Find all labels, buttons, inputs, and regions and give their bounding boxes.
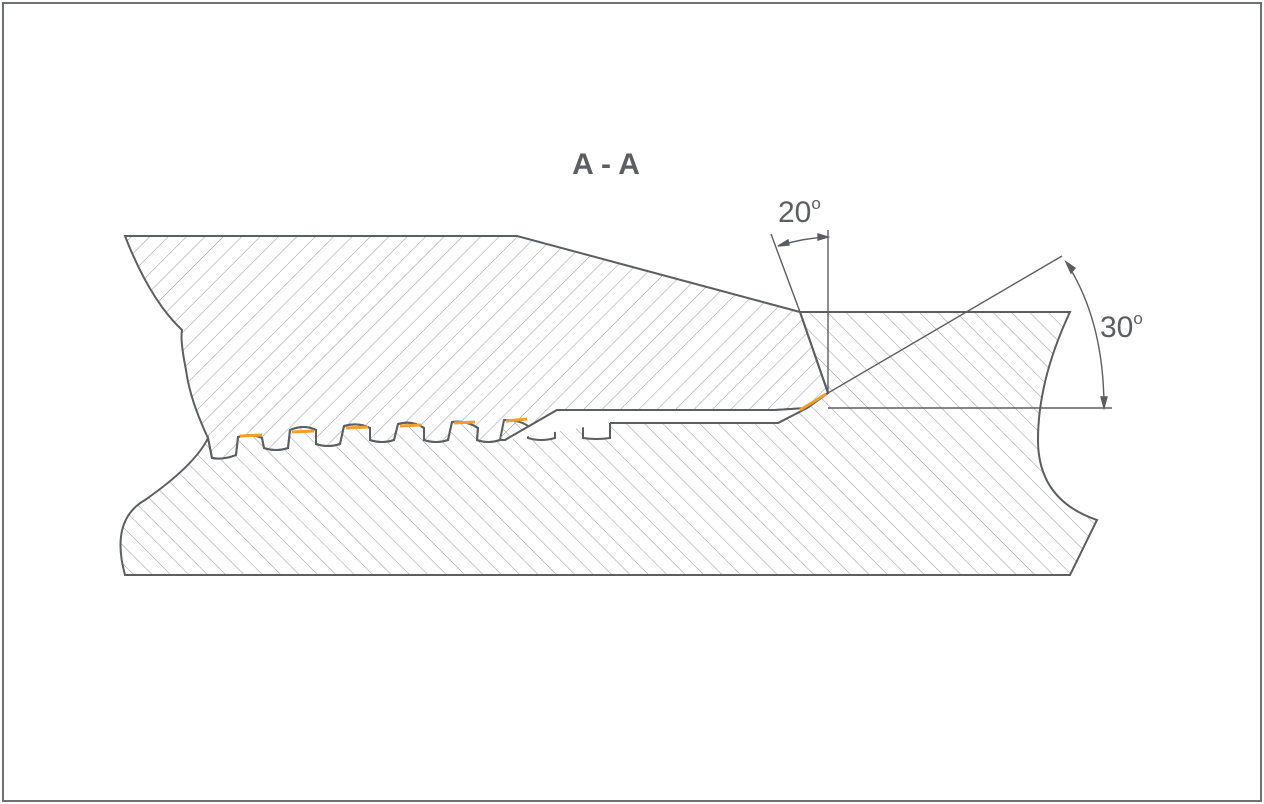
angle-20-dimension (770, 230, 831, 393)
seal-gap (504, 407, 808, 441)
angle-20-degree: o (811, 194, 820, 213)
section-title: A - A (572, 148, 640, 181)
shoulder-contact-mark (799, 392, 827, 412)
angle-20-value: 20 (778, 196, 811, 229)
angle-30-value: 30 (1100, 311, 1133, 344)
angle-30-degree: o (1133, 309, 1142, 328)
contact-mark (453, 420, 476, 425)
contact-mark (239, 433, 263, 438)
angle-30-label: 30o (1100, 309, 1143, 344)
contact-mark (345, 425, 369, 430)
angle-20-label: 20o (778, 194, 821, 229)
contact-mark (291, 429, 315, 434)
angle-30-dimension (827, 255, 1112, 411)
contact-mark (399, 423, 422, 428)
thread-contact-marks (239, 392, 827, 438)
contact-mark (505, 417, 528, 423)
